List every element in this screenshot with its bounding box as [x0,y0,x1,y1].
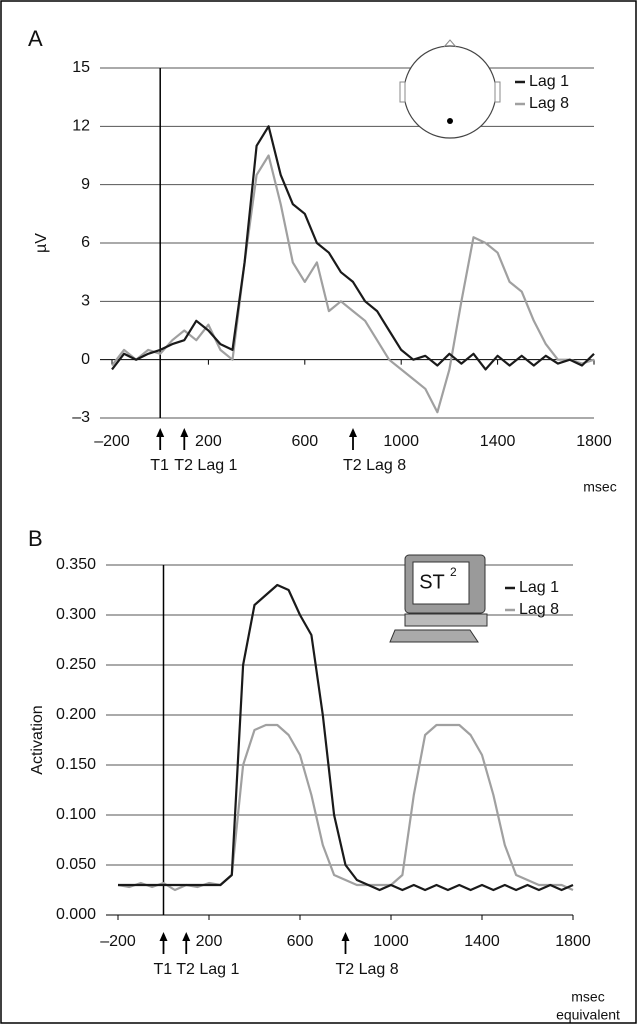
y-tick-label: 0.100 [56,806,96,823]
y-axis-label: µV [33,233,50,253]
x-axis-label: msec [571,989,604,1005]
annotation-arrowhead [341,932,350,941]
y-tick-label: 12 [72,118,90,135]
computer-base [404,613,488,627]
series-line [118,583,574,892]
x-tick-label: 1000 [373,933,409,950]
annotation-label: T2 Lag 1 [174,457,237,474]
screen [412,561,470,605]
x-tick-label: 600 [287,933,314,950]
annotation-label: T2 Lag 8 [343,457,406,474]
annotation-label: T2 Lag 8 [336,961,399,978]
series-line [117,723,574,892]
icon-text: ST [419,571,445,593]
x-tick-label: 600 [291,433,318,450]
annotation-label: T1 [154,961,173,978]
annotation-arrowhead [156,428,165,437]
x-tick-label: –200 [100,933,136,950]
head-ear [494,81,501,103]
legend-label: Lag 8 [529,95,569,112]
x-tick-label: 1400 [464,933,500,950]
keyboard [389,629,479,643]
x-tick-label: 1400 [480,433,516,450]
y-tick-label: 0.250 [56,656,96,673]
head-icon [403,45,497,139]
x-tick-label: 1800 [555,933,591,950]
y-tick-label: –3 [72,409,90,426]
series-line [111,125,595,371]
legend-label: Lag 1 [519,579,559,596]
y-axis-label: Activation [29,705,46,774]
x-tick-label: 200 [196,933,223,950]
annotation-arrowhead [159,932,168,941]
y-tick-label: 0.200 [56,706,96,723]
y-tick-label: 0.300 [56,606,96,623]
electrode [447,118,453,124]
x-tick-label: 200 [195,433,222,450]
x-axis-label: equivalent [556,1007,620,1023]
head-ear [399,81,406,103]
annotation-arrowhead [349,428,357,437]
y-tick-label: 3 [81,293,90,310]
panel-label: B [28,526,43,551]
x-tick-label: 1800 [576,433,612,450]
x-axis-label: msec [583,479,616,495]
series-line [111,154,595,414]
icon-superscript: 2 [450,565,457,579]
annotation-label: T2 Lag 1 [176,961,239,978]
y-tick-label: 0.000 [56,906,96,923]
x-tick-label: 1000 [383,433,419,450]
y-tick-label: 0 [81,351,90,368]
y-tick-label: 0.150 [56,756,96,773]
annotation-arrowhead [182,932,191,941]
panel-label: A [28,26,43,51]
annotation-label: T1 [150,457,169,474]
y-tick-label: 0.050 [56,856,96,873]
annotation-arrowhead [180,428,189,437]
legend-label: Lag 8 [519,601,559,618]
y-tick-label: 6 [81,234,90,251]
legend-label: Lag 1 [529,73,569,90]
x-tick-label: –200 [94,433,130,450]
y-tick-label: 0.350 [56,556,96,573]
head-nose [443,39,457,48]
y-tick-label: 15 [72,59,90,76]
y-tick-label: 9 [81,176,90,193]
